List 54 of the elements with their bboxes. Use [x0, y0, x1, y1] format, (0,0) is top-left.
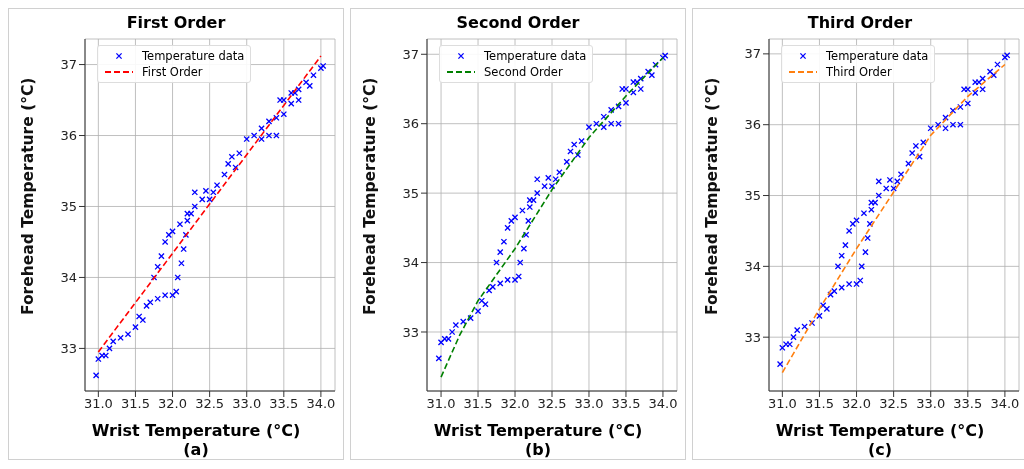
- x-tick-label: 32.5: [537, 396, 567, 412]
- x-tick-label: 33.5: [953, 396, 983, 412]
- legend-label: Temperature data: [142, 49, 245, 63]
- y-tick-label: 37: [402, 46, 419, 62]
- legend-label: First Order: [142, 65, 203, 79]
- y-tick-label: 34: [744, 258, 761, 274]
- y-tick-label: 35: [60, 199, 77, 215]
- text: (c): [866, 440, 894, 459]
- x-tick-label: 31.5: [463, 396, 493, 412]
- y-tick-label: 34: [402, 255, 419, 271]
- x-tick-label: 34.0: [648, 396, 678, 412]
- x-tick-label: 34.0: [990, 396, 1020, 412]
- x-tick-label: 32.5: [879, 396, 909, 412]
- y-tick-label: 35: [744, 188, 761, 204]
- y-tick-label: 36: [744, 117, 761, 133]
- legend-label: Temperature data: [826, 49, 929, 63]
- y-axis-title: Forehead Temperature (°C): [18, 77, 37, 315]
- x-tick-label: 31.0: [426, 396, 456, 412]
- text: (a): [182, 440, 210, 459]
- x-tick-label: 32.0: [158, 396, 188, 412]
- x-tick-label: 33.0: [916, 396, 946, 412]
- x-tick-label: 31.0: [83, 396, 113, 412]
- y-tick-label: 33: [60, 341, 77, 357]
- y-tick-label: 37: [60, 57, 77, 73]
- y-tick-label: 36: [60, 128, 77, 144]
- x-tick-label: 32.0: [842, 396, 872, 412]
- y-axis-title: Forehead Temperature (°C): [360, 77, 379, 315]
- x-tick-label: 33.0: [574, 396, 604, 412]
- legend-label: Third Order: [826, 65, 892, 79]
- x-tick-label: 32.0: [500, 396, 530, 412]
- x-tick-label: 32.5: [195, 396, 225, 412]
- x-axis-title: Wrist Temperature (°C): [774, 421, 986, 440]
- x-tick-label: 33.5: [611, 396, 641, 412]
- y-tick-label: 36: [402, 116, 419, 132]
- y-tick-label: 34: [60, 270, 77, 286]
- legend-label: Second Order: [484, 65, 563, 79]
- chart-title: Second Order: [455, 13, 581, 34]
- text: (b): [523, 440, 553, 459]
- x-tick-label: 31.5: [804, 396, 834, 412]
- y-tick-label: 35: [402, 185, 419, 201]
- x-axis-title: Wrist Temperature (°C): [432, 421, 644, 440]
- x-tick-label: 33.0: [232, 396, 262, 412]
- x-tick-label: 34.0: [306, 396, 336, 412]
- x-tick-label: 31.0: [767, 396, 797, 412]
- y-tick-label: 37: [744, 46, 761, 62]
- x-tick-label: 33.5: [269, 396, 299, 412]
- y-axis-title: Forehead Temperature (°C): [702, 77, 721, 315]
- y-tick-label: 33: [744, 329, 761, 345]
- x-tick-label: 31.5: [120, 396, 150, 412]
- y-tick-label: 33: [402, 324, 419, 340]
- legend-label: Temperature data: [484, 49, 587, 63]
- x-axis-title: Wrist Temperature (°C): [90, 421, 302, 440]
- chart-title: First Order: [125, 13, 227, 34]
- chart-title: Third Order: [806, 13, 914, 34]
